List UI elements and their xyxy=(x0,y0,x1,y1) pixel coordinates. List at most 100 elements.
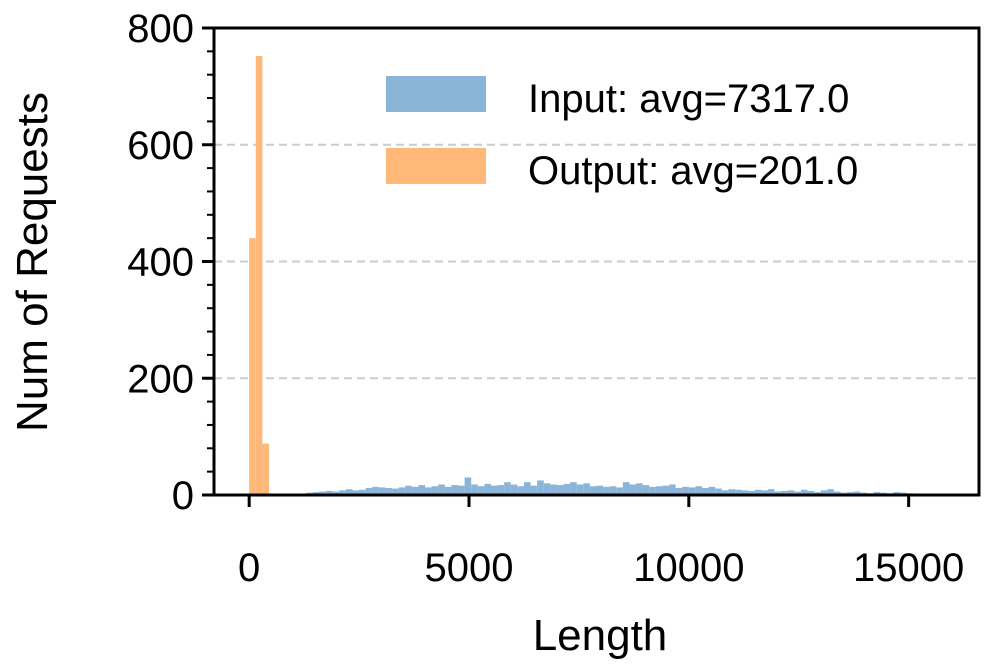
bar-input xyxy=(550,484,557,495)
x-tick-label: 15000 xyxy=(853,546,964,590)
bar-input xyxy=(451,485,459,495)
bar-input xyxy=(629,484,637,495)
bar-input xyxy=(477,486,485,495)
bar-input xyxy=(405,485,412,495)
tick-marks: 0 200 400 600 800 0 5000 10000 15000 xyxy=(127,7,964,590)
bar-input xyxy=(649,486,656,495)
bar-input xyxy=(589,486,597,495)
bar-input xyxy=(365,487,373,495)
bar-input xyxy=(458,485,465,495)
bar-input xyxy=(319,491,327,495)
bar-output xyxy=(262,443,269,495)
x-tick-label: 0 xyxy=(238,546,260,590)
bar-input xyxy=(392,488,399,495)
legend-label-output: Output: avg=201.0 xyxy=(528,149,858,193)
bar-input xyxy=(490,485,498,495)
bar-input xyxy=(827,489,834,495)
x-axis-label: Length xyxy=(533,611,668,660)
bar-input xyxy=(556,485,564,495)
bar-output xyxy=(255,56,263,496)
histogram-bars xyxy=(249,56,920,496)
bar-input xyxy=(669,484,676,495)
legend-label-input: Input: avg=7317.0 xyxy=(528,77,849,121)
legend-swatch-input xyxy=(386,76,486,112)
bar-input xyxy=(761,490,768,495)
bar-input xyxy=(616,487,623,495)
y-tick-label: 800 xyxy=(127,7,194,51)
bar-input xyxy=(636,483,643,495)
bar-input xyxy=(702,487,709,495)
y-tick-label: 0 xyxy=(172,474,194,518)
bar-input xyxy=(603,486,610,495)
bar-input xyxy=(781,490,788,495)
y-axis-label: Num of Requests xyxy=(8,92,57,432)
bar-input xyxy=(411,486,419,495)
bar-input xyxy=(800,489,808,495)
bar-input xyxy=(734,489,742,495)
bar-input xyxy=(576,484,584,495)
bar-input xyxy=(385,487,393,495)
bar-input xyxy=(622,482,630,495)
bar-input xyxy=(425,487,432,495)
y-tick-label: 400 xyxy=(127,241,194,285)
bar-input xyxy=(820,490,828,495)
bar-input xyxy=(563,483,571,495)
bar-input xyxy=(398,487,406,495)
y-tick-label: 600 xyxy=(127,124,194,168)
bar-input xyxy=(583,483,590,495)
bar-input xyxy=(774,491,782,495)
bar-input xyxy=(359,489,366,495)
bar-input xyxy=(510,484,518,495)
bar-input xyxy=(609,486,617,495)
legend-swatch-output xyxy=(386,148,486,184)
bar-input xyxy=(807,490,815,495)
bar-input xyxy=(754,489,762,495)
bar-input xyxy=(332,491,340,495)
bar-input xyxy=(695,486,703,495)
bar-input xyxy=(708,486,716,495)
bar-input xyxy=(682,486,689,495)
bar-input xyxy=(596,485,604,495)
bar-input xyxy=(675,487,683,495)
bar-input xyxy=(794,491,801,495)
bar-input xyxy=(444,486,452,495)
bar-input xyxy=(662,485,670,495)
y-tick-label: 200 xyxy=(127,357,194,401)
bar-input xyxy=(345,489,353,495)
bar-output xyxy=(249,238,256,495)
bar-input xyxy=(728,489,735,495)
legend: Input: avg=7317.0 Output: avg=201.0 xyxy=(386,76,858,193)
bar-input xyxy=(438,484,445,495)
bar-input xyxy=(833,491,841,495)
bar-input xyxy=(787,490,795,495)
bar-input xyxy=(484,483,491,495)
bar-input xyxy=(715,488,722,495)
x-tick-label: 5000 xyxy=(425,546,514,590)
bar-input xyxy=(471,484,478,495)
bar-input xyxy=(464,477,472,495)
bar-input xyxy=(523,482,531,495)
bar-input xyxy=(570,482,577,495)
bar-input xyxy=(688,487,696,495)
bar-input xyxy=(504,482,511,495)
x-tick-label: 10000 xyxy=(633,546,744,590)
bar-input xyxy=(339,490,346,495)
bar-input xyxy=(853,491,861,495)
bar-input xyxy=(642,485,650,495)
bar-input xyxy=(537,480,544,495)
bar-input xyxy=(517,486,524,495)
grid-lines xyxy=(214,143,979,380)
bar-input xyxy=(431,486,439,495)
bar-input xyxy=(497,485,505,495)
bar-input xyxy=(352,490,360,495)
bar-input xyxy=(741,490,749,495)
bar-input xyxy=(378,487,386,495)
bar-input xyxy=(748,490,755,495)
bar-input xyxy=(372,486,379,495)
bar-input xyxy=(767,489,775,495)
bar-input xyxy=(418,485,426,495)
bar-input xyxy=(655,486,663,495)
bar-input xyxy=(543,483,551,495)
bar-input xyxy=(530,485,538,495)
